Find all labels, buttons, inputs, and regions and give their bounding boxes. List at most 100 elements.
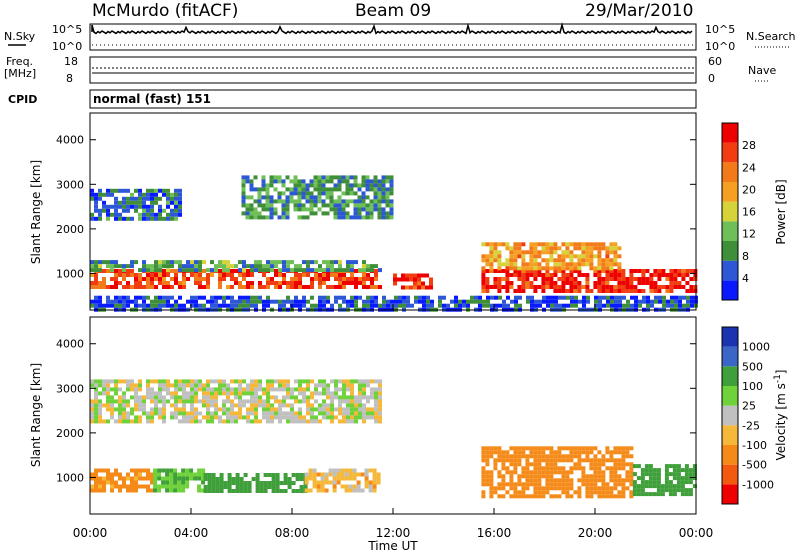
heatmap-cell <box>346 264 350 269</box>
heatmap-cell <box>673 273 678 277</box>
heatmap-cell <box>681 277 686 281</box>
heatmap-cell <box>263 473 268 477</box>
heatmap-cell <box>278 419 282 424</box>
heatmap-cell <box>569 470 574 475</box>
heatmap-cell <box>577 281 582 285</box>
heatmap-cell <box>342 383 346 388</box>
heatmap-cell <box>372 484 377 489</box>
heatmap-cell <box>358 415 362 420</box>
heatmap-cell <box>126 411 130 416</box>
heatmap-cell <box>146 488 150 493</box>
heatmap-cell <box>211 485 216 489</box>
heatmap-cell <box>314 399 318 404</box>
heatmap-cell <box>661 273 666 277</box>
heatmap-cell <box>170 216 174 221</box>
heatmap-cell <box>521 466 526 471</box>
heatmap-cell <box>185 480 190 485</box>
heatmap-cell <box>529 478 534 483</box>
heatmap-cell <box>118 204 122 209</box>
heatmap-cell <box>501 277 506 281</box>
heatmap-cell <box>278 415 282 420</box>
heatmap-cell <box>329 203 334 208</box>
heatmap-cell <box>263 485 268 489</box>
heatmap-cell <box>290 277 294 281</box>
heatmap-cell <box>681 285 686 289</box>
heatmap-cell <box>557 494 562 499</box>
heatmap-cell <box>642 295 646 300</box>
heatmap-cell <box>414 295 418 300</box>
heatmap-cell <box>557 486 562 491</box>
heatmap-cell <box>146 484 150 489</box>
heatmap-cell <box>166 273 170 277</box>
heatmap-cell <box>485 242 490 247</box>
heatmap-cell <box>350 403 354 408</box>
heatmap-cell <box>525 486 530 491</box>
heatmap-cell <box>505 450 510 455</box>
heatmap-cell <box>574 295 578 300</box>
heatmap-cell <box>154 196 158 201</box>
heatmap-cell <box>162 216 166 221</box>
heatmap-cell <box>485 482 490 487</box>
heatmap-cell <box>370 277 374 281</box>
heatmap-cell <box>134 480 138 485</box>
heatmap-cell <box>194 419 198 424</box>
heatmap-cell <box>561 266 566 271</box>
heatmap-cell <box>90 188 94 193</box>
heatmap-cell <box>114 484 118 489</box>
heatmap-cell <box>150 419 154 424</box>
heatmap-cell <box>239 481 244 485</box>
heatmap-cell <box>114 204 118 209</box>
heatmap-cell <box>134 399 138 404</box>
heatmap-cell <box>648 472 653 477</box>
heatmap-cell <box>370 387 374 392</box>
heatmap-cell <box>350 303 354 308</box>
heatmap-cell <box>640 484 645 489</box>
heatmap-cell <box>377 187 382 192</box>
heatmap-cell <box>218 383 222 388</box>
heatmap-cell <box>505 242 510 247</box>
heatmap-cell <box>509 254 514 259</box>
heatmap-cell <box>357 207 362 212</box>
heatmap-cell <box>509 266 514 271</box>
heatmap-cell <box>605 246 610 251</box>
heatmap-cell <box>509 246 514 251</box>
heatmap-cell <box>130 285 134 289</box>
heatmap-cell <box>438 303 442 308</box>
heatmap-cell <box>693 289 698 293</box>
heatmap-cell <box>118 403 122 408</box>
heatmap-cell <box>481 289 486 293</box>
heatmap-cell <box>126 281 130 285</box>
heatmap-cell <box>182 407 186 412</box>
heatmap-cell <box>666 299 670 304</box>
heatmap-cell <box>549 246 554 251</box>
heatmap-cell <box>283 489 288 493</box>
heatmap-cell <box>537 450 542 455</box>
heatmap-cell <box>102 383 106 388</box>
heatmap-cell <box>377 199 382 204</box>
heatmap-cell <box>370 411 374 416</box>
heatmap-cell <box>182 273 186 277</box>
heatmap-cell <box>597 273 602 277</box>
heatmap-cell <box>182 379 186 384</box>
heatmap-cell <box>485 458 490 463</box>
heatmap-cell <box>297 195 302 200</box>
heatmap-cell <box>269 179 274 184</box>
heatmap-cell <box>222 399 226 404</box>
heatmap-cell <box>601 281 606 285</box>
heatmap-cell <box>381 191 386 196</box>
heatmap-cell <box>130 468 134 473</box>
heatmap-cell <box>286 411 290 416</box>
heatmap-cell <box>246 264 250 269</box>
colorbar-swatch <box>722 241 738 261</box>
heatmap-cell <box>170 383 174 388</box>
heatmap-cell <box>509 273 514 277</box>
heatmap-cell <box>614 295 618 300</box>
heatmap-cell <box>241 203 246 208</box>
heatmap-cell <box>338 303 342 308</box>
heatmap-cell <box>309 179 314 184</box>
heatmap-cell <box>321 187 326 192</box>
heatmap-cell <box>606 299 610 304</box>
heatmap-cell <box>668 464 673 469</box>
heatmap-cell <box>350 395 354 400</box>
heatmap-cell <box>585 482 590 487</box>
